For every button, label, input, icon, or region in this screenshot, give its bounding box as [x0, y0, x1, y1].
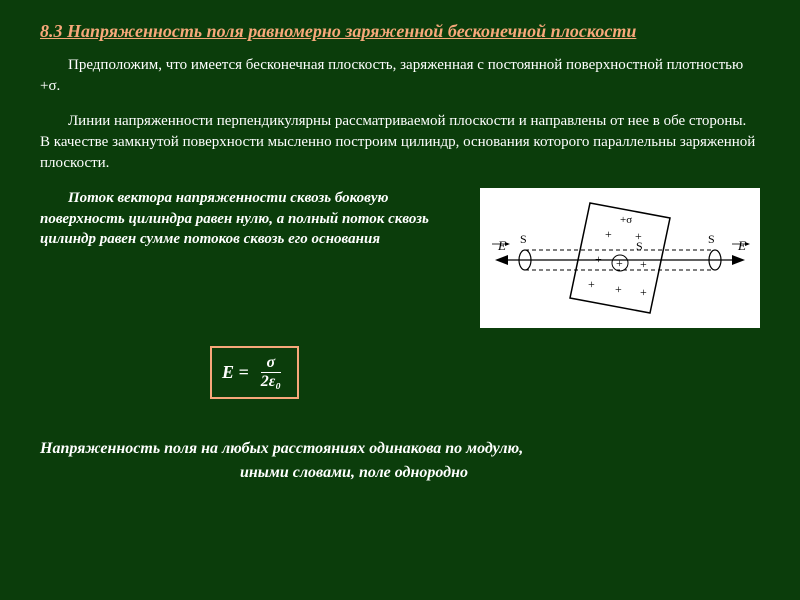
formula-container: E = σ 2ε₀	[210, 346, 760, 399]
flux-description: Поток вектора напряженности сквозь боков…	[40, 188, 440, 249]
plus-sign: +	[605, 227, 612, 241]
formula-fraction: σ 2ε₀	[255, 354, 287, 391]
e-right-arrow-head	[745, 242, 750, 246]
plus-sign: +	[640, 257, 647, 271]
formula-denominator: 2ε₀	[255, 373, 287, 391]
s-left-label: S	[520, 232, 527, 246]
e-left-arrow-head	[505, 242, 510, 246]
plus-sign: +	[615, 282, 622, 296]
s-right-label: S	[708, 232, 715, 246]
formula-numerator: σ	[261, 354, 282, 373]
conclusion-line-1: Напряженность поля на любых расстояниях …	[40, 440, 523, 457]
e-left-label: E	[497, 238, 506, 253]
content-row: Поток вектора напряженности сквозь боков…	[40, 188, 760, 328]
plus-sign: +	[616, 256, 623, 270]
section-heading: 8.3 Напряженность поля равномерно заряже…	[40, 20, 760, 43]
arrow-right	[732, 255, 745, 265]
paragraph-1: Предположим, что имеется бесконечная пло…	[40, 55, 760, 97]
paragraph-2: Линии напряженности перпендикулярны расс…	[40, 111, 760, 174]
e-right-label: E	[737, 238, 746, 253]
plus-sign: +	[595, 252, 602, 266]
plus-sign: +	[640, 285, 647, 299]
arrow-left	[495, 255, 508, 265]
field-formula: E = σ 2ε₀	[210, 346, 299, 399]
conclusion-text: Напряженность поля на любых расстояниях …	[40, 437, 760, 485]
sigma-label: +σ	[620, 214, 632, 226]
conclusion-line-2: иными словами, поле однородно	[40, 461, 760, 485]
plus-sign: +	[588, 277, 595, 291]
formula-lhs: E =	[222, 362, 249, 383]
gaussian-cylinder-diagram: +σ + + + + + + + + E	[480, 188, 760, 328]
s-top-label: S	[636, 239, 643, 253]
